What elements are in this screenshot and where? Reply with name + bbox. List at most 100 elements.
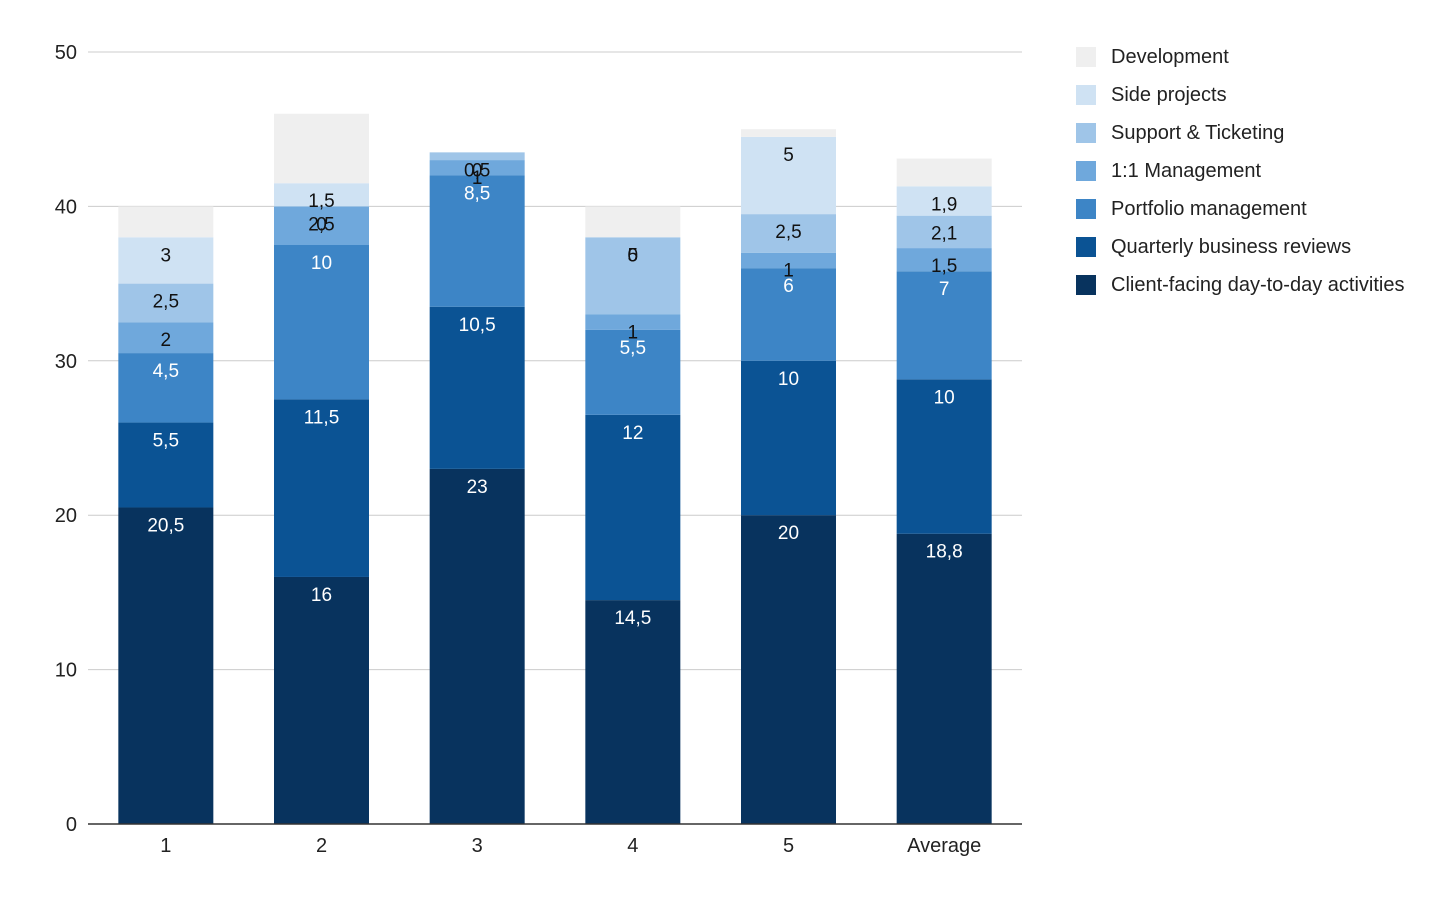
bar-segment — [741, 360, 836, 516]
y-tick-label: 10 — [55, 660, 77, 682]
data-label: 10 — [778, 369, 799, 390]
bar-segment — [585, 237, 681, 315]
data-label: 20,5 — [147, 515, 184, 536]
bar-segment — [274, 183, 369, 207]
legend-label: Support & Ticketing — [1111, 121, 1285, 144]
bar-segment — [896, 186, 992, 216]
y-tick-label: 0 — [66, 814, 77, 836]
data-label: 2,5 — [775, 222, 801, 243]
bar-segment — [741, 136, 836, 215]
bar-segment — [274, 399, 369, 577]
data-label: 0 — [472, 160, 483, 181]
data-label: 0,5 — [464, 160, 490, 181]
legend-swatch — [1076, 85, 1096, 105]
bar-segment — [118, 206, 214, 238]
bar-segment — [429, 306, 525, 469]
legend-label: Side projects — [1111, 83, 1227, 106]
data-label: 5 — [783, 145, 794, 166]
bar-segment — [741, 268, 836, 361]
x-tick-label: Average — [907, 835, 981, 857]
data-labels: 20,55,54,522,531611,5102,501,52310,58,51… — [147, 145, 962, 629]
x-axis-ticks: 1 2 3 4 5 Average — [160, 835, 981, 857]
data-label: 8,5 — [464, 184, 490, 205]
data-label: 16 — [311, 585, 332, 606]
bars — [118, 113, 992, 824]
data-label: 10,5 — [459, 315, 496, 336]
x-tick-label: 3 — [472, 835, 483, 857]
bar-segment — [429, 160, 525, 176]
data-label: 0 — [628, 245, 639, 266]
legend-label: Client-facing day-to-day activities — [1111, 273, 1405, 296]
legend-swatch — [1076, 199, 1096, 219]
data-label: 2,1 — [931, 224, 957, 245]
bar-segment — [741, 515, 836, 824]
data-label: 2,5 — [308, 214, 334, 235]
legend-item: Side projects — [1076, 76, 1404, 114]
data-label: 23 — [467, 477, 488, 498]
data-label: 7 — [939, 279, 950, 300]
bar-segment — [118, 283, 214, 323]
data-label: 4,5 — [153, 361, 179, 382]
data-label: 2,5 — [153, 292, 179, 313]
data-label: 14,5 — [614, 608, 651, 629]
legend-item: Development — [1076, 38, 1404, 76]
data-label: 1,9 — [931, 194, 957, 215]
legend-label: 1:1 Management — [1111, 159, 1262, 182]
legend-swatch — [1076, 237, 1096, 257]
bar-segment — [429, 468, 525, 824]
bar-segment — [274, 113, 369, 184]
bar-segment — [118, 237, 214, 284]
bar-segment — [585, 414, 681, 601]
bar-segment — [118, 322, 214, 354]
data-label: 12 — [622, 423, 643, 444]
data-label: 2 — [161, 330, 172, 351]
data-label: 1 — [783, 261, 794, 282]
bar-segment — [429, 175, 525, 307]
data-label: 1,5 — [931, 256, 957, 277]
legend-item: Support & Ticketing — [1076, 114, 1404, 152]
bar-segment — [118, 507, 214, 824]
data-label: 5,5 — [620, 338, 646, 359]
legend: Development Side projects Support & Ticket… — [1076, 38, 1404, 304]
bar-segment — [118, 353, 214, 423]
legend-swatch — [1076, 47, 1096, 67]
bar-segment — [585, 206, 681, 238]
bar-segment — [741, 214, 836, 253]
data-label: 5 — [628, 245, 639, 266]
bar-segment — [585, 600, 681, 824]
data-label: 20 — [778, 523, 799, 544]
data-label: 10 — [934, 387, 955, 408]
bar-segment — [896, 215, 992, 249]
x-tick-label: 1 — [160, 835, 171, 857]
bar-segment — [118, 422, 214, 508]
data-label: 1 — [628, 322, 639, 343]
bar-segment — [274, 576, 369, 824]
legend-label: Portfolio management — [1111, 197, 1307, 220]
x-tick-label: 4 — [627, 835, 638, 857]
bar-segment — [585, 314, 681, 330]
legend-item: 1:1 Management — [1076, 152, 1404, 190]
data-label: 10 — [311, 253, 332, 274]
data-label: 6 — [783, 276, 794, 297]
bar-segment — [896, 248, 992, 272]
bar-segment — [896, 379, 992, 534]
data-label: 3 — [161, 245, 172, 266]
legend-item: Client-facing day-to-day activities — [1076, 266, 1404, 304]
data-label: 0 — [316, 214, 327, 235]
y-tick-label: 20 — [55, 505, 77, 527]
bar-segment — [741, 129, 836, 137]
y-tick-label: 30 — [55, 351, 77, 373]
y-axis-ticks: 0 10 20 30 40 50 — [55, 42, 77, 836]
bar-segment — [896, 533, 992, 824]
gridlines — [88, 51, 1022, 671]
legend-swatch — [1076, 161, 1096, 181]
bar-segment — [274, 245, 369, 400]
y-tick-label: 50 — [55, 42, 77, 64]
x-tick-label: 2 — [316, 835, 327, 857]
bar-segment — [429, 152, 525, 161]
data-label: 1,5 — [308, 191, 334, 212]
bar-segment — [896, 158, 992, 187]
legend-label: Quarterly business reviews — [1111, 235, 1352, 258]
bar-segment — [741, 252, 836, 269]
